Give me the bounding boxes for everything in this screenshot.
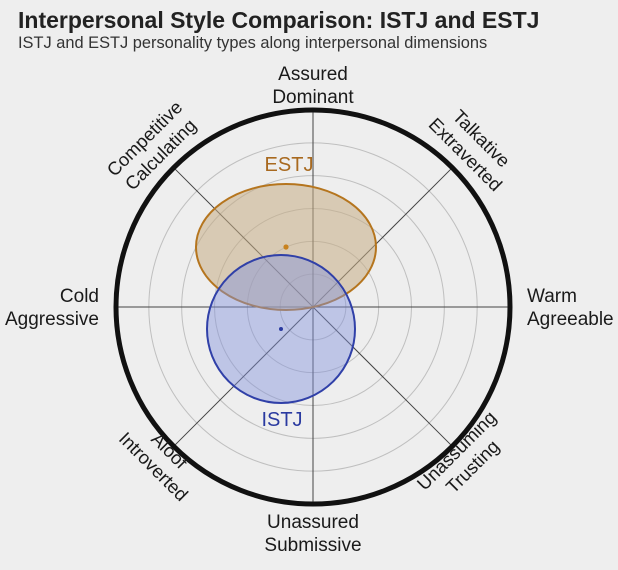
svg-text:Aggressive: Aggressive — [5, 309, 99, 330]
svg-text:Cold: Cold — [60, 286, 99, 307]
svg-text:Dominant: Dominant — [272, 87, 354, 108]
svg-text:ESTJ: ESTJ — [265, 154, 314, 176]
svg-text:ISTJ: ISTJ — [261, 409, 302, 431]
svg-text:Agreeable: Agreeable — [527, 309, 614, 330]
svg-text:Assured: Assured — [278, 64, 348, 85]
svg-text:Submissive: Submissive — [264, 535, 361, 556]
svg-text:Unassured: Unassured — [267, 512, 359, 533]
svg-text:Warm: Warm — [527, 286, 577, 307]
